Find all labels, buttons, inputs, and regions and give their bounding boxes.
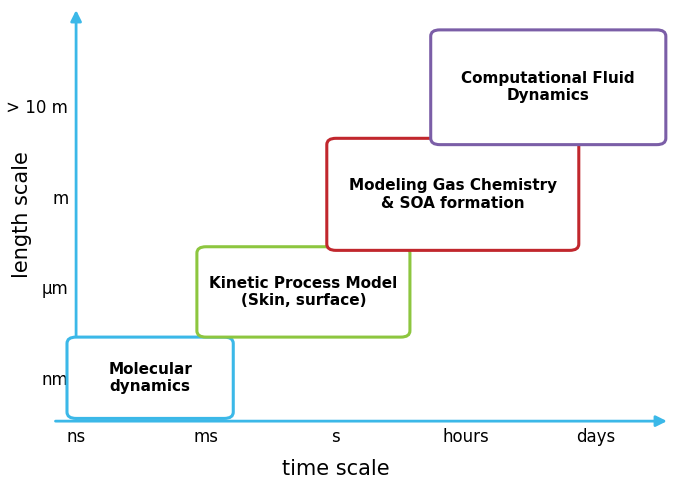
Text: ns: ns: [67, 428, 86, 446]
Text: days: days: [576, 428, 615, 446]
Text: s: s: [331, 428, 340, 446]
Text: Modeling Gas Chemistry
& SOA formation: Modeling Gas Chemistry & SOA formation: [349, 178, 557, 211]
FancyBboxPatch shape: [197, 247, 410, 337]
FancyBboxPatch shape: [327, 138, 579, 251]
Text: Computational Fluid
Dynamics: Computational Fluid Dynamics: [462, 71, 635, 103]
Text: Molecular
dynamics: Molecular dynamics: [108, 362, 192, 394]
Text: μm: μm: [41, 280, 69, 298]
Text: time scale: time scale: [282, 459, 390, 479]
Text: length scale: length scale: [12, 151, 31, 278]
Text: m: m: [52, 190, 69, 208]
Text: hours: hours: [443, 428, 489, 446]
FancyBboxPatch shape: [67, 337, 234, 419]
Text: Kinetic Process Model
(Skin, surface): Kinetic Process Model (Skin, surface): [209, 276, 397, 308]
Text: > 10 m: > 10 m: [6, 100, 69, 117]
FancyBboxPatch shape: [430, 30, 666, 145]
Text: nm: nm: [41, 371, 69, 388]
Text: ms: ms: [194, 428, 219, 446]
